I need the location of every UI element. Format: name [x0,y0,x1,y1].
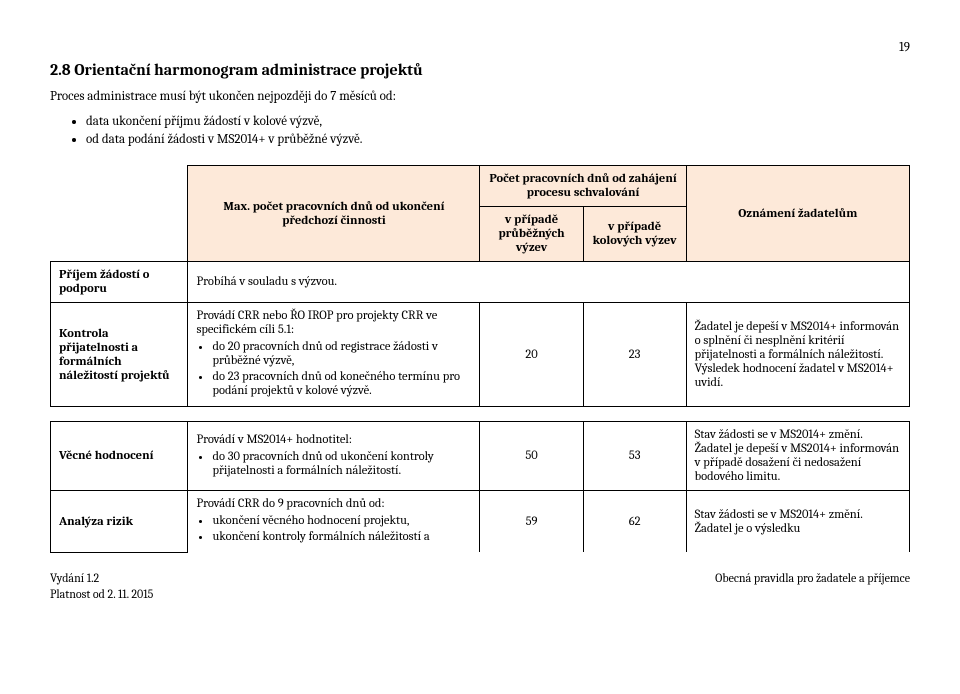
row-cell: 23 [583,303,686,407]
cell-lead: Provádí CRR do 9 pracovních dnů od: [196,497,384,511]
table-row: Příjem žádostí o podporu Probíhá v soula… [51,262,910,303]
row-cell: Provádí CRR do 9 pracovních dnů od: ukon… [188,491,480,553]
list-item: do 20 pracovních dnů od registrace žádos… [212,340,471,368]
list-item: od data podání žádosti v MS2014+ v průbě… [86,132,910,147]
cell-list: do 20 pracovních dnů od registrace žádos… [212,340,471,398]
cell-list: do 30 pracovních dnů od ukončení kontrol… [212,450,471,478]
footer-left: Vydání 1.2 Platnost od 2. 11. 2015 [50,571,153,602]
row-cell: 62 [583,491,686,553]
cell-lead: Provádí CRR nebo ŘO IROP pro projekty CR… [196,309,437,337]
intro-text: Proces administrace musí být ukončen nej… [50,89,910,104]
header-col2: Max. počet pracovních dnů od ukončení př… [188,166,480,262]
row-label: Analýza rizik [51,491,188,553]
intro-bullet-list: data ukončení příjmu žádostí v kolové vý… [86,114,910,147]
row-label: Věcné hodnocení [51,422,188,491]
row-cell: Provádí CRR nebo ŘO IROP pro projekty CR… [188,303,480,407]
cell-list: ukončení věcného hodnocení projektu, uko… [212,514,471,544]
row-label: Kontrola přijatelnosti a formálních nále… [51,303,188,407]
cell-lead: Provádí v MS2014+ hodnotitel: [196,433,352,447]
table-row: Věcné hodnocení Provádí v MS2014+ hodnot… [51,422,910,491]
schedule-table: Max. počet pracovních dnů od ukončení př… [50,165,910,553]
footer-right: Obecná pravidla pro žadatele a příjemce [715,571,910,602]
page-number: 19 [50,40,910,55]
footer-version: Vydání 1.2 [50,571,153,587]
list-item: do 30 pracovních dnů od ukončení kontrol… [212,450,471,478]
row-cell: Stav žádosti se v MS2014+ změní. Žadatel… [686,422,909,491]
header-blank [51,166,188,262]
row-cell: 20 [480,303,583,407]
list-item: do 23 pracovních dnů od konečného termín… [212,370,471,398]
header-col34-top: Počet pracovních dnů od zahájení procesu… [480,166,686,207]
header-col3: v případě průběžných výzev [480,207,583,262]
row-cell: 50 [480,422,583,491]
row-cell: 53 [583,422,686,491]
list-item: ukončení kontroly formálních náležitostí… [212,530,471,544]
row-cell: Probíhá v souladu s výzvou. [188,262,910,303]
list-item: ukončení věcného hodnocení projektu, [212,514,471,528]
footer: Vydání 1.2 Platnost od 2. 11. 2015 Obecn… [50,571,910,602]
list-item: data ukončení příjmu žádostí v kolové vý… [86,114,910,129]
header-col4: v případě kolových výzev [583,207,686,262]
row-cell: Žadatel je depeší v MS2014+ informován o… [686,303,909,407]
row-cell: Stav žádosti se v MS2014+ změní. Žadatel… [686,491,909,553]
table-row: Analýza rizik Provádí CRR do 9 pracovníc… [51,491,910,553]
gap-row [51,407,910,422]
row-cell: Provádí v MS2014+ hodnotitel: do 30 prac… [188,422,480,491]
section-heading: 2.8 Orientační harmonogram administrace … [50,61,910,79]
header-col5: Oznámení žadatelům [686,166,909,262]
row-label: Příjem žádostí o podporu [51,262,188,303]
table-row: Kontrola přijatelnosti a formálních nále… [51,303,910,407]
footer-date: Platnost od 2. 11. 2015 [50,587,153,603]
row-cell: 59 [480,491,583,553]
